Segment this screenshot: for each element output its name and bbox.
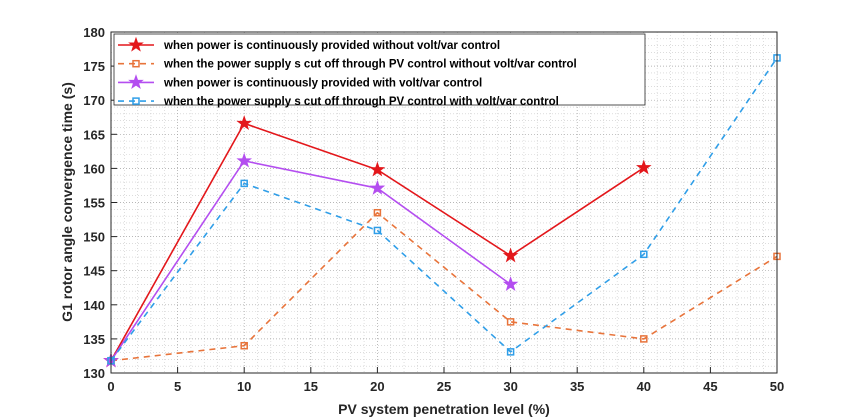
data-point [506,318,515,326]
x-tick-label: 25 [437,379,451,394]
x-tick-label: 30 [503,379,517,394]
x-tick-label: 40 [637,379,651,394]
data-point [240,341,248,350]
y-tick-label: 180 [83,25,105,40]
x-axis-ticks: 0 5 10 15 20 25 30 35 40 45 50 [107,367,784,394]
x-tick-label: 10 [237,379,251,394]
data-point [369,161,386,177]
data-point [640,250,648,259]
legend-item: when the power supply s cut off through … [118,96,559,108]
legend-marker [132,97,140,105]
data-point [369,179,386,195]
x-tick-label: 50 [770,379,784,394]
data-point [240,179,248,188]
data-point [506,348,515,356]
y-tick-label: 145 [83,264,105,279]
legend-item: when power is continuously provided with… [118,36,500,52]
y-axis-label: G1 rotor angle convergence time (s) [59,82,75,322]
series-line [110,211,778,362]
legend-label: when power is continuously provided with… [163,77,482,89]
data-point [502,276,519,291]
data-point [236,152,253,168]
data-point [640,335,648,343]
data-point [373,226,382,235]
data-point [635,159,652,175]
series-line [110,160,512,362]
y-tick-label: 155 [83,196,105,211]
series-line [110,57,778,362]
y-tick-label: 170 [83,93,105,108]
y-tick-label: 160 [83,161,105,176]
x-tick-label: 45 [703,379,717,394]
data-point [502,247,519,263]
y-tick-label: 150 [83,230,105,245]
legend-item: when the power supply s cut off through … [118,59,577,71]
legend-item: when power is continuously provided with… [118,74,482,90]
legend-marker [128,74,144,90]
legend: when power is continuously provided with… [113,33,646,108]
legend-marker [132,59,140,68]
legend-marker [128,36,144,52]
x-tick-label: 35 [570,379,584,394]
legend-label: when the power supply s cut off through … [163,96,559,108]
y-tick-label: 130 [83,366,105,381]
legend-box [113,33,646,106]
x-axis-label: PV system penetration level (%) [338,401,550,417]
x-tick-label: 20 [370,379,384,394]
series-layer [103,54,781,368]
x-tick-label: 5 [174,379,181,394]
legend-label: when the power supply s cut off through … [163,59,577,71]
data-point [373,208,382,217]
x-tick-label: 0 [107,379,114,394]
y-axis-ticks: 130 135 140 145 150 155 160 165 170 175 180 [83,25,117,381]
x-tick-label: 15 [304,379,318,394]
y-tick-label: 140 [83,298,105,313]
y-tick-label: 165 [83,127,105,142]
legend-label: when power is continuously provided with… [163,40,500,52]
data-point [236,115,253,131]
y-tick-label: 135 [83,332,105,347]
y-tick-label: 175 [83,59,105,74]
